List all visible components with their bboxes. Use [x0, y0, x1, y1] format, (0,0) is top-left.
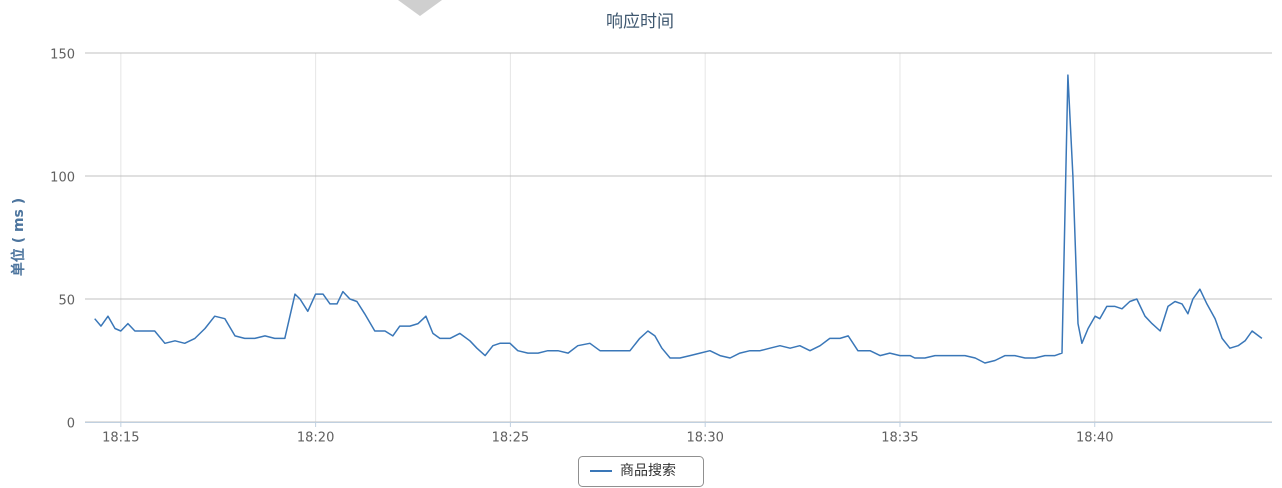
legend-box: [578, 456, 704, 487]
legend-label[interactable]: 商品搜索: [620, 462, 676, 479]
legend[interactable]: 商品搜索: [578, 456, 704, 487]
x-tick-label: 18:35: [881, 431, 918, 446]
x-tick-label: 18:40: [1076, 431, 1113, 446]
y-tick-label: 100: [50, 171, 75, 186]
chart-title: 响应时间: [606, 12, 674, 32]
y-axis-label: 单位 ( ms ): [10, 198, 27, 276]
y-tick-label: 0: [67, 417, 75, 432]
decoration: [398, 0, 442, 16]
series-line: [94, 74, 1263, 364]
x-tick-label: 18:15: [102, 431, 139, 446]
y-tick-label: 50: [58, 294, 75, 309]
x-tick-label: 18:20: [297, 431, 334, 446]
x-tick-label: 18:30: [686, 431, 723, 446]
x-tick-label: 18:25: [492, 431, 529, 446]
y-tick-label: 150: [50, 48, 75, 63]
